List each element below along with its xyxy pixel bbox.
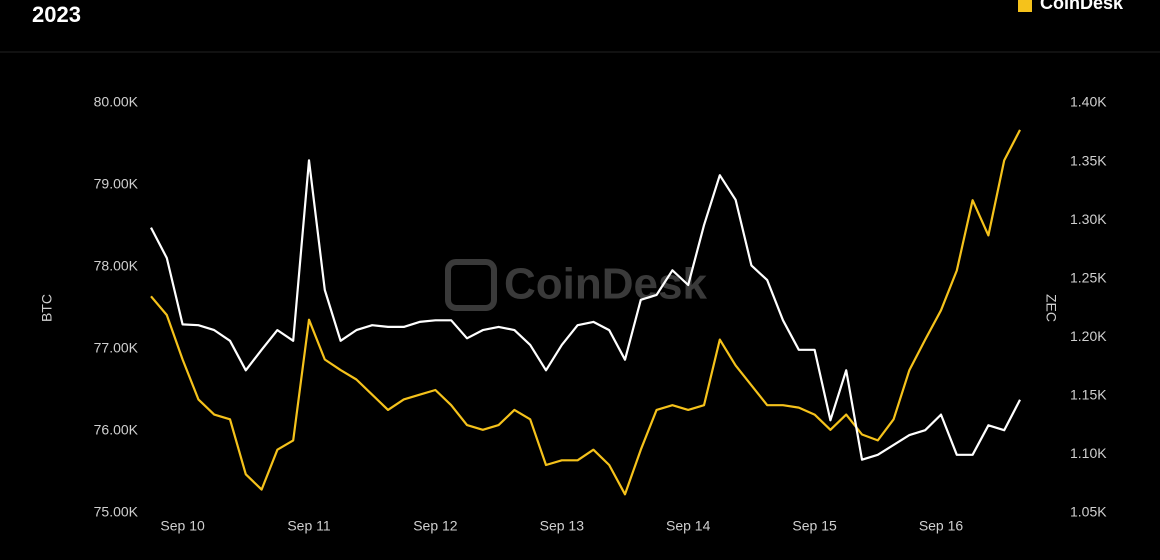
y2-tick-label: 1.25K bbox=[1070, 269, 1107, 285]
y2-tick-label: 1.15K bbox=[1070, 387, 1107, 403]
y-tick-label: 79.00K bbox=[94, 176, 139, 192]
watermark-icon bbox=[445, 259, 497, 311]
x-tick-label: Sep 11 bbox=[287, 518, 331, 534]
x-tick-label: Sep 13 bbox=[540, 518, 585, 534]
y2-tick-label: 1.35K bbox=[1070, 152, 1107, 168]
y2-axis-label: ZEC bbox=[1043, 294, 1059, 322]
y2-tick-label: 1.30K bbox=[1070, 211, 1107, 227]
y-tick-label: 75.00K bbox=[94, 504, 139, 520]
y-tick-label: 77.00K bbox=[94, 340, 139, 356]
x-tick-label: Sep 16 bbox=[919, 518, 964, 534]
y-tick-label: 76.00K bbox=[94, 422, 139, 438]
watermark: CoinDesk bbox=[504, 260, 707, 309]
y2-tick-label: 1.05K bbox=[1070, 504, 1107, 520]
x-tick-label: Sep 14 bbox=[666, 518, 711, 534]
line-series bbox=[150, 129, 1021, 496]
y-tick-label: 78.00K bbox=[94, 258, 139, 274]
x-tick-label: Sep 12 bbox=[413, 518, 458, 534]
y2-tick-label: 1.20K bbox=[1070, 328, 1107, 344]
logo-icon bbox=[1018, 0, 1032, 12]
line-series bbox=[150, 159, 1021, 461]
page-title: 2023 bbox=[32, 2, 81, 27]
x-tick-label: Sep 15 bbox=[792, 518, 837, 534]
y-axis-label: BTC bbox=[39, 294, 55, 322]
y2-tick-label: 1.40K bbox=[1070, 94, 1107, 110]
y-tick-label: 80.00K bbox=[94, 94, 139, 110]
logo: CoinDesk bbox=[1040, 0, 1124, 13]
y2-tick-label: 1.10K bbox=[1070, 445, 1107, 461]
x-tick-label: Sep 10 bbox=[160, 518, 205, 534]
